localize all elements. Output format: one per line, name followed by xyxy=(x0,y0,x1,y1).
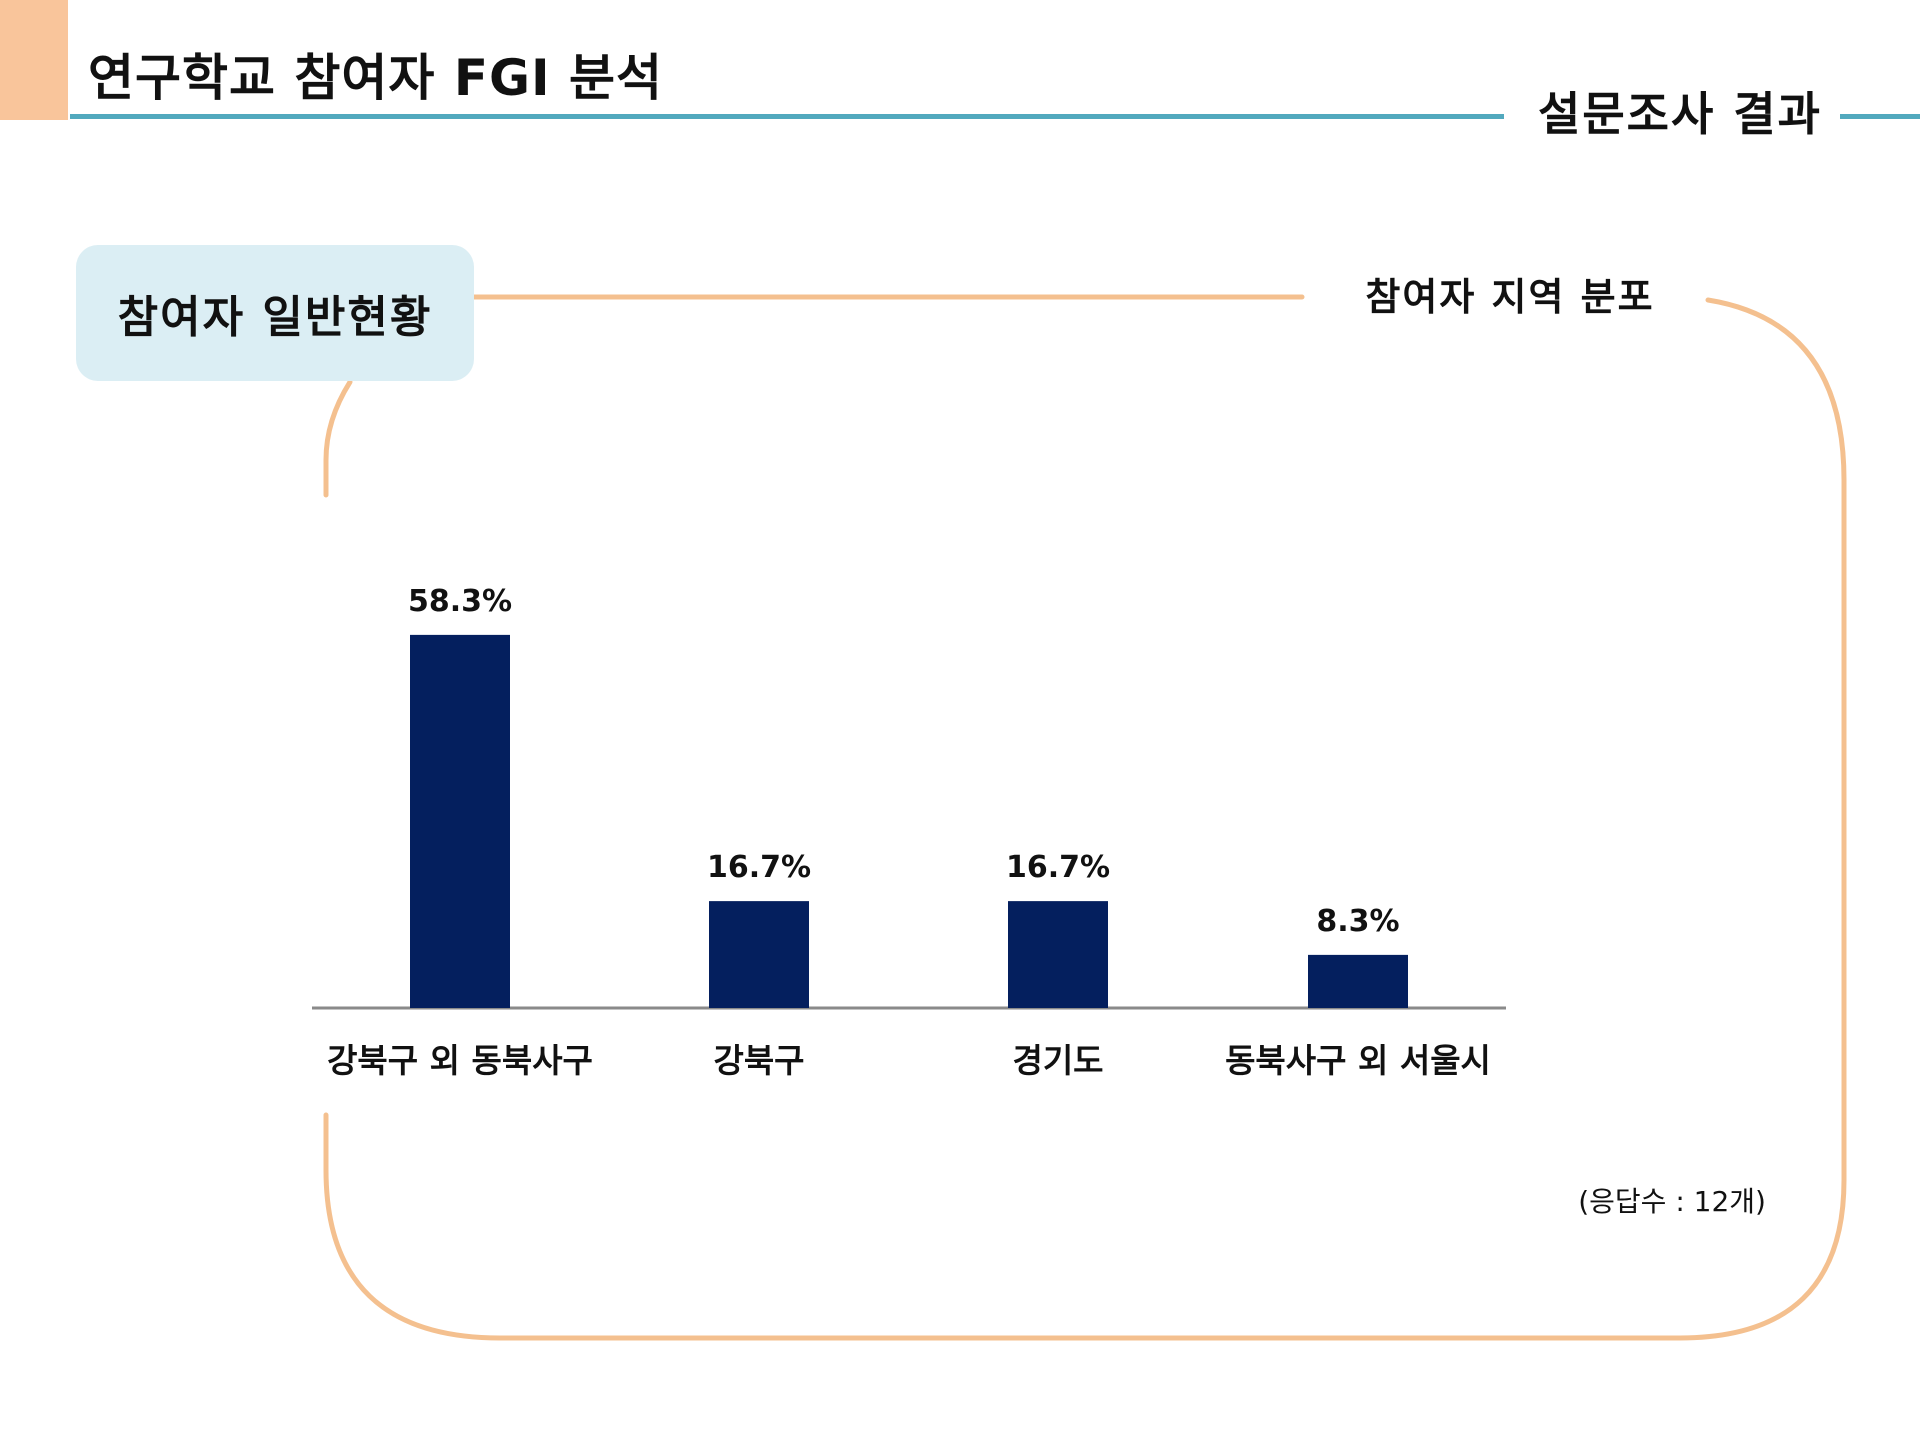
bar-2 xyxy=(709,901,809,1008)
data-label-1: 58.3% xyxy=(408,584,512,619)
category-label-4: 동북사구 외 서울시 xyxy=(1225,1041,1491,1080)
category-label-3: 경기도 xyxy=(1012,1041,1103,1080)
header-rule-right xyxy=(1840,114,1920,119)
category-label-2: 강북구 xyxy=(713,1041,804,1080)
bar-4 xyxy=(1308,954,1408,1008)
chart-title: 참여자 지역 분포 xyxy=(1365,275,1655,319)
header-accent-block xyxy=(0,0,68,120)
section-label: 설문조사 결과 xyxy=(1538,87,1822,141)
data-label-4: 8.3% xyxy=(1316,904,1399,939)
response-count-note: (응답수 : 12개) xyxy=(1578,1185,1766,1218)
header-rule-left xyxy=(70,114,1504,119)
data-label-2: 16.7% xyxy=(707,850,811,885)
page-title: 연구학교 참여자 FGI 분석 xyxy=(88,49,664,107)
bar-1 xyxy=(410,634,510,1008)
bar-3 xyxy=(1008,901,1108,1008)
panel-tag: 참여자 일반현황 xyxy=(76,245,474,381)
category-label-1: 강북구 외 동북사구 xyxy=(327,1041,593,1080)
data-label-3: 16.7% xyxy=(1006,850,1110,885)
